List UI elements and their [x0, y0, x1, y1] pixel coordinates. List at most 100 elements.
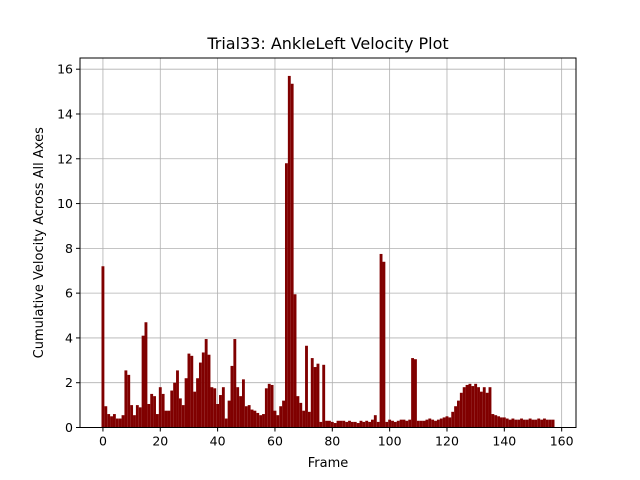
bar — [101, 266, 105, 428]
bar — [551, 419, 555, 428]
bar — [373, 415, 377, 428]
x-axis-label: Frame — [308, 456, 349, 471]
bar — [181, 405, 185, 428]
bar — [545, 419, 549, 428]
bar — [250, 409, 254, 428]
bar — [319, 421, 323, 428]
bar — [365, 420, 369, 428]
bar — [299, 402, 303, 428]
bar — [204, 339, 208, 428]
bar — [497, 416, 501, 428]
gridlines — [80, 58, 576, 428]
bar — [328, 420, 331, 428]
bar — [241, 379, 245, 428]
y-tick-label: 4 — [65, 330, 73, 345]
bar — [359, 420, 363, 428]
bar — [434, 420, 437, 428]
bar — [273, 410, 277, 428]
bar — [391, 420, 394, 428]
x-tick-label: 20 — [152, 434, 168, 449]
bar — [256, 412, 260, 428]
bar — [187, 353, 191, 428]
bar — [290, 83, 294, 428]
bar — [322, 364, 326, 428]
bar — [138, 407, 142, 428]
bar — [537, 418, 541, 428]
bar — [173, 382, 177, 428]
bar — [531, 419, 535, 428]
bar — [262, 414, 265, 428]
bar — [379, 253, 383, 428]
bar — [253, 410, 257, 428]
bar — [178, 398, 182, 428]
bar — [505, 418, 509, 428]
bar — [471, 386, 475, 428]
bar — [350, 421, 354, 428]
bar — [118, 418, 122, 428]
bar — [201, 352, 205, 428]
y-tick-label: 14 — [57, 106, 73, 121]
x-tick-label: 0 — [99, 434, 107, 449]
bar — [224, 418, 228, 428]
bar — [465, 384, 469, 428]
bar — [330, 421, 334, 428]
bar — [462, 387, 466, 428]
bar — [436, 419, 440, 428]
bar — [198, 362, 202, 428]
bar — [508, 419, 512, 428]
bar — [236, 387, 240, 428]
bar — [293, 294, 297, 428]
bar — [468, 383, 472, 428]
bar — [153, 396, 156, 428]
bar — [233, 339, 237, 428]
bar — [517, 419, 521, 428]
bar — [287, 75, 291, 428]
bar — [477, 387, 480, 428]
bar — [382, 261, 386, 428]
bar — [141, 335, 145, 428]
bar — [500, 417, 503, 428]
bar — [422, 420, 426, 428]
bar — [124, 370, 128, 428]
bar — [520, 418, 523, 428]
bar — [270, 384, 274, 428]
x-tick-label: 40 — [210, 434, 226, 449]
y-tick-label: 0 — [65, 420, 73, 435]
bar — [451, 411, 455, 428]
x-axis-ticks: 0 20 40 60 80 100 120 140 160 — [99, 427, 574, 449]
bar — [414, 359, 417, 428]
bar — [402, 419, 406, 428]
bar — [479, 391, 483, 428]
bar — [264, 388, 268, 428]
x-tick-label: 60 — [267, 434, 283, 449]
bar — [485, 392, 489, 428]
bar — [213, 388, 217, 428]
y-tick-label: 2 — [65, 375, 73, 390]
bar — [494, 415, 498, 428]
bar — [431, 419, 435, 428]
bar — [439, 418, 443, 428]
y-tick-label: 8 — [65, 241, 73, 256]
bar — [362, 421, 366, 428]
bar — [393, 421, 397, 428]
bar — [488, 387, 492, 428]
bar — [115, 418, 119, 428]
bar — [368, 421, 372, 428]
bar — [408, 419, 412, 428]
y-tick-label: 12 — [57, 151, 73, 166]
bar — [371, 419, 374, 428]
bar — [448, 417, 452, 428]
bar — [396, 420, 400, 428]
bar — [135, 405, 139, 428]
bar — [525, 419, 529, 428]
bar — [144, 322, 148, 428]
y-tick-label: 10 — [57, 196, 73, 211]
bar — [193, 391, 197, 428]
bar — [376, 421, 380, 428]
x-tick-label: 80 — [324, 434, 340, 449]
bar — [147, 403, 151, 428]
bar — [339, 420, 343, 428]
y-tick-label: 16 — [57, 62, 73, 77]
bar — [227, 400, 231, 428]
